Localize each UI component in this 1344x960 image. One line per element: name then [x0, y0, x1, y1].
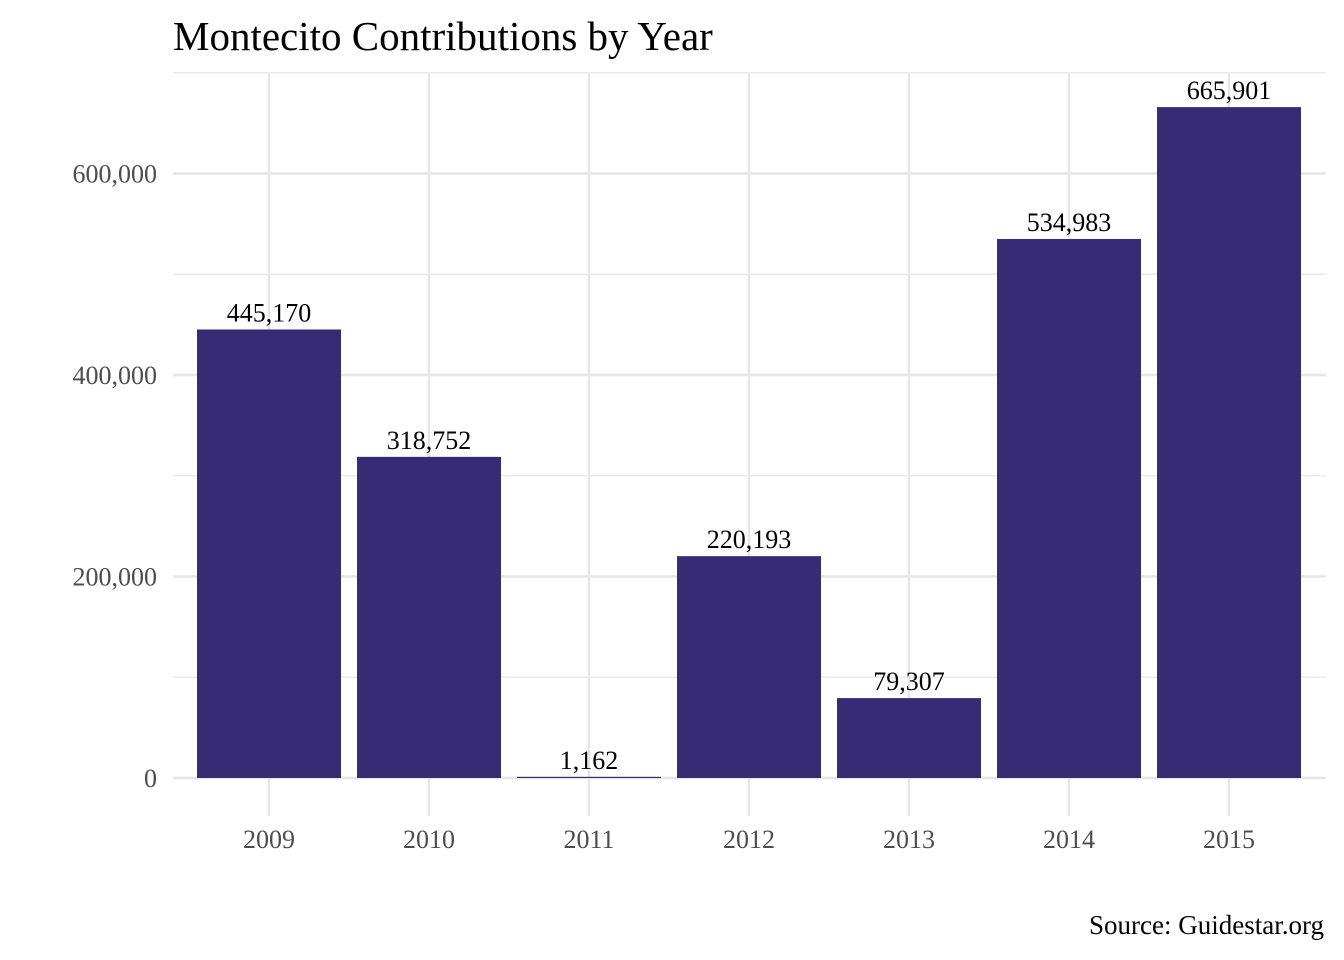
- bar-value-labels: 445,170 318,752 1,162 220,193 79,307 534,983 6…: [227, 76, 1272, 775]
- chart-title: Montecito Contributions by Year: [173, 13, 713, 59]
- bar-2012: [677, 556, 821, 778]
- bar-2010: [357, 456, 501, 778]
- x-tick-label: 2013: [883, 825, 935, 854]
- bar-value-label: 79,307: [873, 667, 945, 696]
- x-tick-label: 2015: [1203, 825, 1255, 854]
- x-tick-label: 2011: [563, 825, 614, 854]
- bar-value-label: 220,193: [707, 525, 792, 554]
- x-tick-label: 2012: [723, 825, 775, 854]
- source-caption: Source: Guidestar.org: [1089, 910, 1324, 940]
- bar-2015: [1157, 107, 1301, 779]
- bars: [197, 107, 1301, 779]
- x-tick-label: 2014: [1043, 825, 1095, 854]
- bar-value-label: 665,901: [1187, 76, 1272, 105]
- y-tick-label: 400,000: [73, 361, 158, 390]
- bar-value-label: 318,752: [387, 426, 472, 455]
- x-tick-label: 2009: [243, 825, 295, 854]
- bar-2013: [837, 698, 981, 778]
- bar-2014: [997, 239, 1141, 778]
- y-tick-label: 200,000: [73, 563, 158, 592]
- bar-value-label: 1,162: [560, 746, 619, 775]
- y-tick-label: 0: [144, 764, 157, 793]
- bar-2011: [517, 776, 661, 778]
- bar-2009: [197, 329, 341, 778]
- x-tick-label: 2010: [403, 825, 455, 854]
- y-tick-label: 600,000: [73, 160, 158, 189]
- axes: 0 200,000 400,000 600,000 2009 2010 2011 2012 20…: [73, 160, 1256, 855]
- bar-value-label: 534,983: [1027, 208, 1112, 237]
- bar-value-label: 445,170: [227, 298, 312, 327]
